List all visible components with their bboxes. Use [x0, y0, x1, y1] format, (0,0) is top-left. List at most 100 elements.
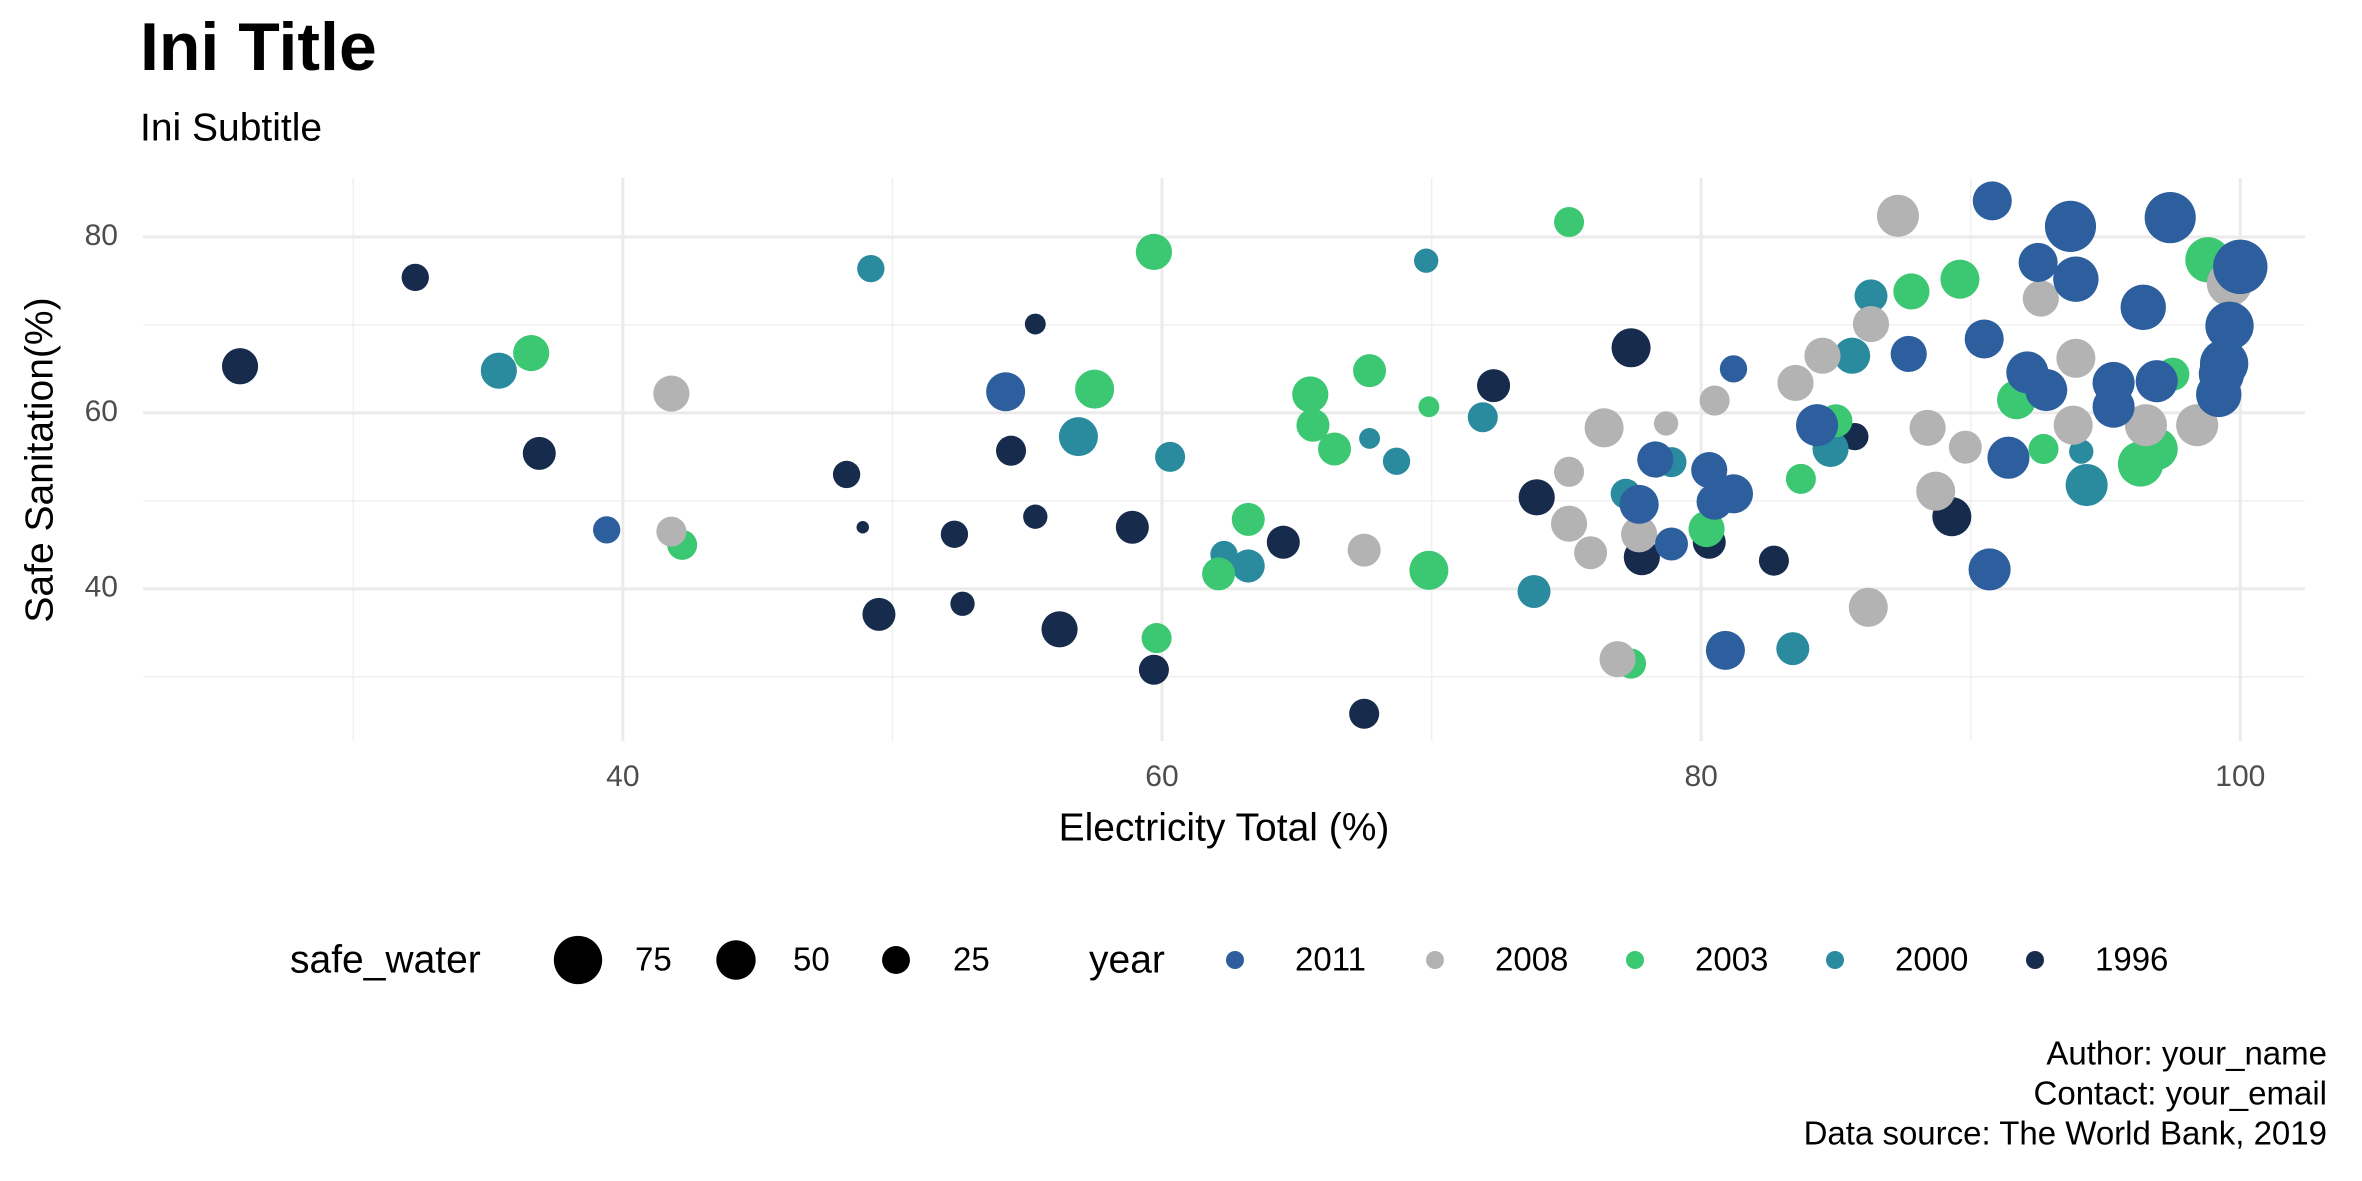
- caption-line: Author: your_name: [2046, 1035, 2327, 1072]
- bubble: [653, 375, 690, 412]
- bubble: [1418, 396, 1440, 418]
- bubble: [986, 372, 1026, 412]
- bubble: [1653, 411, 1679, 436]
- bubble: [593, 516, 621, 544]
- bubble: [1550, 505, 1588, 542]
- bubble: [2065, 463, 2108, 507]
- bubble: [2205, 301, 2254, 350]
- bubble: [1231, 549, 1265, 583]
- bubble: [1890, 335, 1927, 373]
- x-tick-label: 40: [606, 760, 639, 793]
- bubble: [513, 334, 550, 372]
- bubble: [1599, 641, 1636, 678]
- bubble: [1574, 536, 1608, 570]
- bubble: [2120, 284, 2166, 330]
- bubble: [1804, 337, 1841, 374]
- bubble: [1852, 305, 1890, 343]
- bubble: [1968, 548, 2011, 591]
- x-tick-label: 60: [1145, 760, 1178, 793]
- bubble: [996, 435, 1027, 466]
- bubble: [2028, 433, 2059, 464]
- bubble: [2124, 404, 2168, 447]
- bubble: [1611, 328, 1651, 368]
- bubble: [1141, 623, 1172, 654]
- bubble: [656, 516, 687, 547]
- bubble: [221, 348, 259, 385]
- bubble: [1972, 181, 2012, 221]
- bubble: [1414, 248, 1439, 273]
- bubble: [2022, 280, 2059, 317]
- bubble: [1916, 471, 1956, 511]
- bubble: [1654, 527, 1689, 561]
- bubble: [2053, 256, 2099, 302]
- chart-subtitle: Ini Subtitle: [140, 106, 322, 149]
- bubble: [2044, 200, 2097, 252]
- bubble: [480, 352, 517, 389]
- bubble: [1554, 206, 1585, 238]
- color-legend-key: [1226, 951, 1244, 969]
- bubble: [1517, 574, 1551, 608]
- color-legend-title: year: [1089, 938, 1165, 981]
- bubble: [1138, 654, 1169, 685]
- caption-line: Contact: your_email: [2034, 1075, 2327, 1112]
- size-legend-label: 75: [635, 941, 672, 978]
- bubble: [1705, 630, 1745, 670]
- bubble: [1893, 273, 1930, 310]
- bubble: [857, 254, 885, 283]
- bubble: [1135, 233, 1172, 270]
- bubble: [401, 263, 429, 292]
- bubble: [1987, 436, 2030, 479]
- bubble: [1202, 557, 1236, 591]
- bubble: [1467, 402, 1498, 433]
- bubble: [832, 460, 861, 489]
- bubble: [2198, 351, 2245, 397]
- y-tick-label: 40: [85, 571, 118, 604]
- bubble: [1347, 533, 1381, 567]
- x-tick-label: 100: [2215, 760, 2265, 793]
- color-legend-label: 1996: [2095, 941, 2168, 978]
- bubble: [2144, 192, 2196, 244]
- bubble: [1619, 484, 1659, 524]
- bubble: [1518, 479, 1555, 516]
- marks: [221, 181, 2268, 729]
- bubble: [1909, 409, 1946, 446]
- size-legend-label: 25: [953, 941, 990, 978]
- bubble: [1359, 427, 1381, 449]
- bubble: [2135, 360, 2178, 403]
- bubble: [1296, 408, 1330, 442]
- bubble: [1349, 698, 1380, 729]
- bubble: [1719, 355, 1748, 383]
- grid: 40 60 80 100 40 60 80: [85, 178, 2305, 793]
- bubble: [1231, 502, 1265, 536]
- bubble: [1637, 441, 1674, 478]
- bubble: [1115, 510, 1149, 544]
- legend: 75 50 25 2011 2008 2003 2000 1996: [553, 935, 2168, 985]
- size-legend-title: safe_water: [290, 938, 481, 981]
- size-legend-key: [553, 935, 603, 985]
- bubble: [1023, 504, 1048, 529]
- bubble: [1758, 545, 1789, 576]
- bubble: [1699, 385, 1730, 416]
- bubble: [1848, 587, 1888, 627]
- size-legend-key: [716, 940, 756, 980]
- color-legend-key: [1426, 951, 1444, 969]
- bubble: [1621, 516, 1658, 553]
- y-tick-label: 60: [85, 395, 118, 428]
- bubble: [522, 436, 556, 470]
- color-legend-label: 2003: [1695, 941, 1768, 978]
- bubble: [1075, 369, 1115, 409]
- bubble: [1318, 432, 1352, 466]
- y-axis-title: Safe Sanitation(%): [18, 297, 61, 622]
- bubble: [1382, 447, 1411, 475]
- bubble: [2069, 439, 2094, 464]
- bubble: [1834, 337, 1871, 374]
- color-legend-key: [2026, 951, 2044, 969]
- bubble: [1777, 364, 1814, 402]
- bubble: [862, 597, 896, 631]
- bubble: [2213, 239, 2268, 295]
- bubble: [1155, 441, 1186, 472]
- bubble: [1688, 510, 1725, 548]
- bubble: [1292, 376, 1329, 413]
- bubble: [1876, 194, 1920, 237]
- bubble: [856, 520, 870, 534]
